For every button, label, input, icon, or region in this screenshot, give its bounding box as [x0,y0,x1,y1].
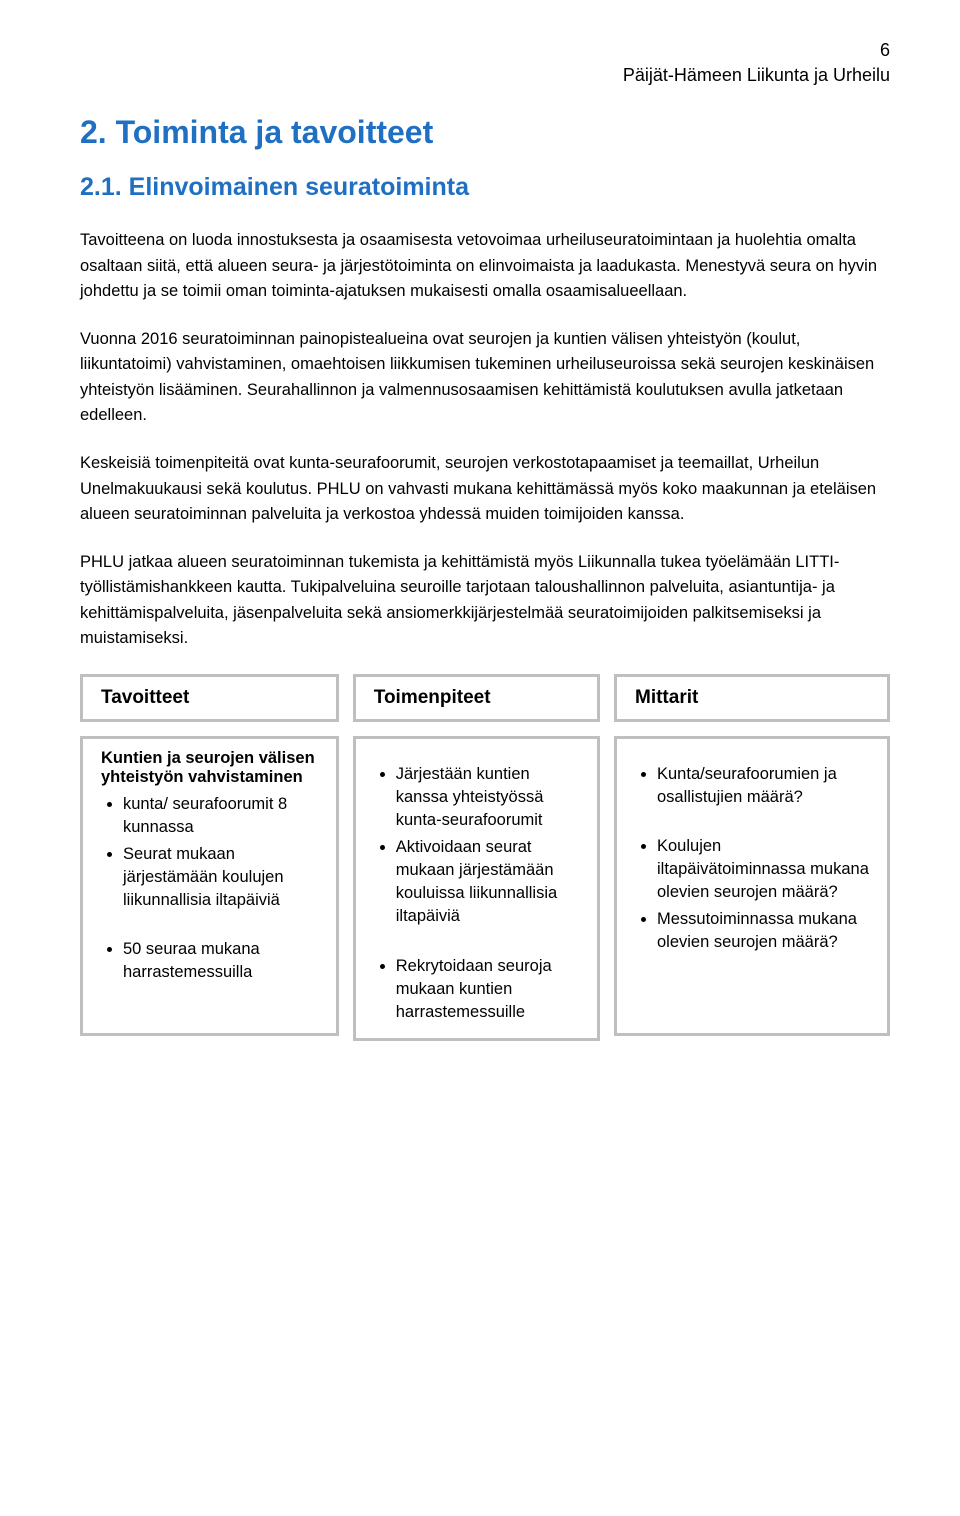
goal-list: kunta/ seurafoorumit 8 kunnassa Seurat m… [101,793,322,985]
list-spacer [657,813,873,831]
list-item: kunta/ seurafoorumit 8 kunnassa [123,793,322,839]
table-cell-actions: Järjestään kuntien kanssa yhteistyössä k… [353,736,600,1041]
table-cell-metrics: Kunta/seurafoorumien ja osallistujien mä… [614,736,890,1036]
metric-list: Kunta/seurafoorumien ja osallistujien mä… [635,763,873,955]
list-item: Messutoiminnassa mukana olevien seurojen… [657,908,873,954]
table-header-actions: Toimenpiteet [353,674,600,722]
list-item: Koulujen iltapäivätoiminnassa mukana ole… [657,835,873,904]
table-column-actions: Toimenpiteet Järjestään kuntien kanssa y… [353,674,600,1041]
list-item: Rekrytoidaan seuroja mukaan kuntien harr… [396,955,583,1024]
list-item: Järjestään kuntien kanssa yhteistyössä k… [396,763,583,832]
goal-title: Kuntien ja seurojen välisen yhteistyön v… [101,749,322,787]
body-paragraph: Keskeisiä toimenpiteitä ovat kunta-seura… [80,451,890,528]
table-header-goals: Tavoitteet [80,674,339,722]
list-item: Kunta/seurafoorumien ja osallistujien mä… [657,763,873,809]
action-list: Järjestään kuntien kanssa yhteistyössä k… [374,763,583,1024]
table-column-metrics: Mittarit Kunta/seurafoorumien ja osallis… [614,674,890,1041]
list-item: Seurat mukaan järjestämään koulujen liik… [123,843,322,912]
list-item: 50 seuraa mukana harrastemessuilla [123,938,322,984]
body-paragraph: PHLU jatkaa alueen seuratoiminnan tukemi… [80,550,890,652]
subsection-heading: 2.1. Elinvoimainen seuratoiminta [80,173,890,202]
list-spacer [123,916,322,934]
body-paragraph: Vuonna 2016 seuratoiminnan painopistealu… [80,327,890,429]
body-paragraph: Tavoitteena on luoda innostuksesta ja os… [80,228,890,305]
table-header-metrics: Mittarit [614,674,890,722]
page-number: 6 [80,40,890,61]
list-spacer [396,933,583,951]
table-column-goals: Tavoitteet Kuntien ja seurojen välisen y… [80,674,339,1041]
goals-table: Tavoitteet Kuntien ja seurojen välisen y… [80,674,890,1041]
header-organization: Päijät-Hämeen Liikunta ja Urheilu [80,65,890,86]
table-cell-goals: Kuntien ja seurojen välisen yhteistyön v… [80,736,339,1036]
section-heading: 2. Toiminta ja tavoitteet [80,114,890,151]
list-item: Aktivoidaan seurat mukaan järjestämään k… [396,836,583,928]
